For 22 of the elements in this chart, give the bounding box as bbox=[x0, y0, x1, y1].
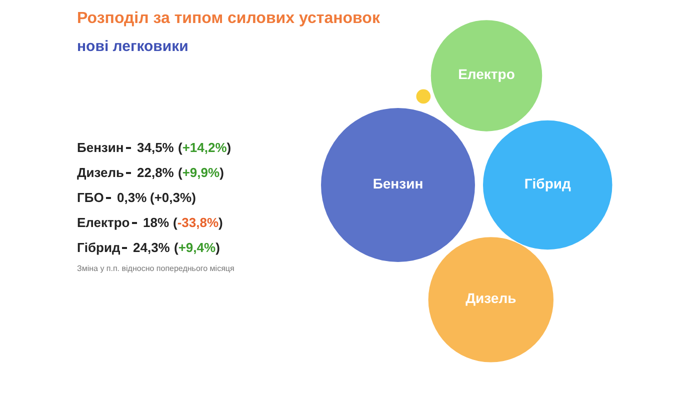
category-label: Дизель bbox=[77, 165, 124, 180]
category-label: Дизель bbox=[466, 290, 517, 306]
data-label: (+9,4%) bbox=[174, 240, 220, 255]
data-label: 0,3% bbox=[117, 190, 148, 205]
category-label: Електро bbox=[77, 215, 130, 230]
data-label: (+9,9%) bbox=[178, 165, 224, 180]
data-label: (-33,8%) bbox=[173, 215, 223, 230]
category-label: Бензин bbox=[77, 140, 124, 155]
data-label: 18% bbox=[143, 215, 170, 230]
category-label: Електро bbox=[458, 66, 515, 82]
text: Розподіл за типом силових установок bbox=[77, 10, 381, 27]
data-label: (+0,3%) bbox=[150, 190, 196, 205]
category-label: Бензин bbox=[372, 176, 424, 192]
text: нові легковики bbox=[77, 38, 188, 55]
category-label: Гібрид bbox=[524, 176, 571, 192]
data-label: (+14,2%) bbox=[178, 140, 232, 155]
data-label: 22,8% bbox=[137, 165, 174, 180]
data-label: 34,5% bbox=[137, 140, 174, 155]
data-label: 24,3% bbox=[133, 240, 170, 255]
text: Зміна у п.п. відносно попереднього місяця bbox=[77, 264, 234, 273]
category-label: Гібрид bbox=[77, 240, 120, 255]
category-label: ГБО bbox=[77, 190, 104, 205]
